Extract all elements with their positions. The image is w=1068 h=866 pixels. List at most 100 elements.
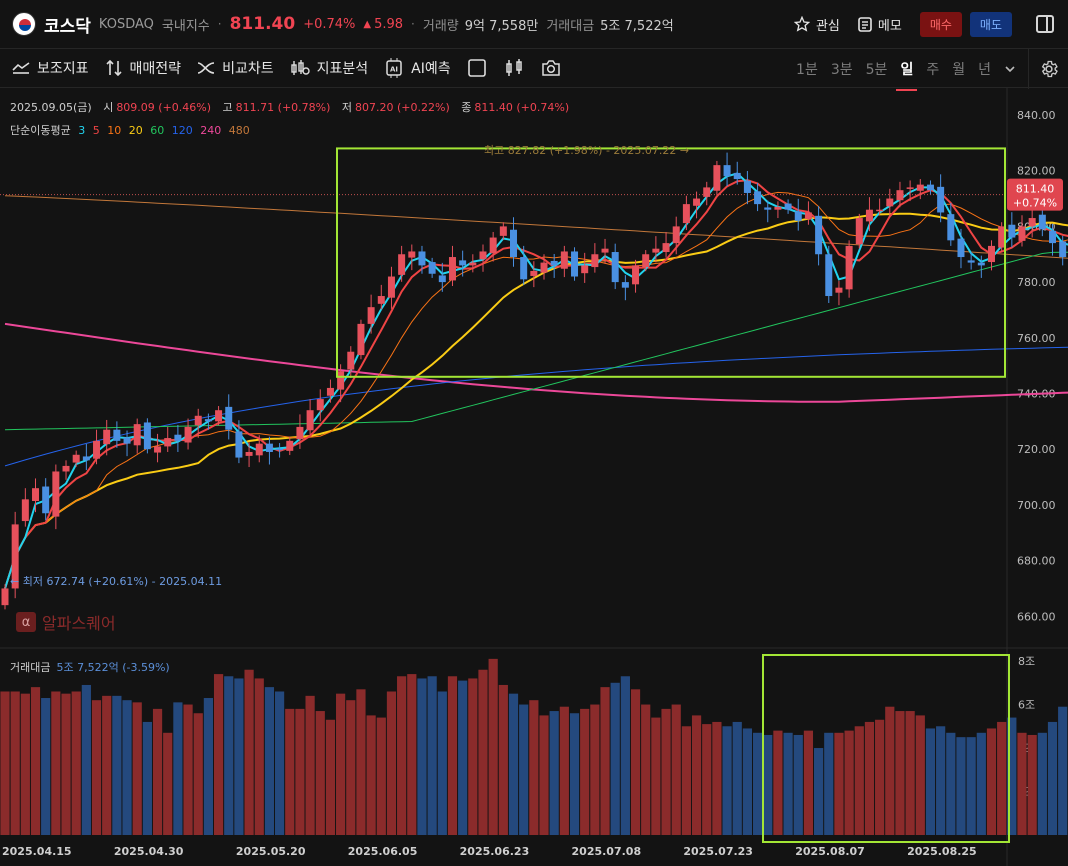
chart-type-square-button[interactable]: [467, 58, 487, 78]
date-axis-tick: 2025.04.15: [2, 845, 72, 858]
candle-body: [387, 276, 395, 298]
gear-icon: [1041, 60, 1058, 78]
period-1min[interactable]: 1분: [796, 62, 818, 78]
volume-bar: [986, 728, 997, 835]
ai-predict-tool-button[interactable]: AI AI예측: [384, 58, 451, 78]
volume-bar: [142, 721, 152, 835]
candle-body: [571, 251, 579, 277]
candle-body: [1028, 218, 1036, 227]
volume-bar: [519, 704, 529, 835]
volume-bar: [102, 695, 112, 835]
volume-value: 9억 7,558만: [464, 18, 539, 34]
ma-3-line: [4, 172, 1068, 589]
volume-bar: [590, 704, 600, 835]
candle-body: [1008, 224, 1016, 238]
analysis-tool-button[interactable]: 지표분석: [290, 58, 369, 78]
candles-analysis-icon: [290, 60, 310, 75]
candle-body: [174, 434, 182, 441]
volume-bar: [925, 728, 936, 835]
volume-bar: [305, 695, 315, 835]
volume-bar: [875, 719, 885, 835]
compare-tool-button[interactable]: 비교차트: [197, 58, 274, 78]
candle-body: [825, 254, 833, 297]
candle-body: [642, 254, 650, 268]
candle-body: [804, 212, 812, 220]
volume-bar: [488, 658, 498, 835]
volume-bar: [997, 721, 1007, 835]
volume-bar: [193, 713, 203, 835]
period-day[interactable]: 일: [896, 59, 918, 91]
candle-body: [855, 218, 863, 245]
period-month[interactable]: 월: [952, 62, 966, 78]
ma-period-60: 60: [150, 124, 165, 137]
ma-label: 단순이동평균: [10, 124, 71, 137]
price-axis-tick: 700.00: [1017, 499, 1056, 512]
indicator-tool-button[interactable]: 보조지표: [12, 58, 89, 78]
price-tag-box: [1007, 178, 1063, 211]
tool-label: 지표분석: [316, 61, 369, 77]
current-price: 811.40: [229, 14, 296, 34]
candle-body: [743, 180, 751, 193]
volume-bar: [600, 687, 610, 835]
watchlist-button[interactable]: 관심: [793, 15, 840, 34]
volume-bar: [498, 684, 508, 835]
screenshot-button[interactable]: [541, 59, 561, 77]
chevron-down-icon[interactable]: [1004, 63, 1016, 75]
candle-type-button[interactable]: [505, 58, 523, 78]
price-chart[interactable]: 840.00820.00800.00780.00760.00740.00720.…: [0, 88, 1068, 866]
candle-body: [845, 245, 853, 290]
candle-body: [428, 262, 436, 274]
candle-body: [479, 251, 487, 260]
ma-period-480: 480: [228, 124, 250, 137]
buy-button[interactable]: 매수: [919, 11, 962, 37]
candle-body: [1038, 214, 1046, 230]
sell-button[interactable]: 매도: [969, 11, 1012, 37]
close-label: 종: [461, 101, 472, 114]
ma-60-line: [4, 251, 1068, 431]
strategy-tool-button[interactable]: 매매전략: [105, 58, 181, 78]
candle-body: [1018, 226, 1026, 241]
ma-120-line: [4, 346, 1068, 467]
candle-body: [560, 251, 568, 269]
period-year[interactable]: 년: [978, 62, 991, 78]
high-value: 811.71 (+0.78%): [235, 101, 331, 114]
price-highlight-box: [336, 147, 1006, 378]
period-week[interactable]: 주: [926, 62, 940, 78]
strategy-icon: [105, 59, 122, 77]
price-axis-tick: 820.00: [1017, 165, 1056, 178]
side-panel-toggle-icon[interactable]: [1036, 15, 1054, 33]
candle-body: [21, 499, 29, 522]
volume-bar: [895, 711, 905, 835]
candle-body: [703, 187, 711, 197]
volume-bar: [0, 691, 10, 835]
open-value: 809.09 (+0.46%): [116, 101, 212, 114]
volume-bar: [437, 691, 447, 835]
volume-bar: [854, 726, 864, 835]
candle-body: [1059, 241, 1067, 258]
candle-body: [11, 524, 19, 589]
period-5min[interactable]: 5분: [865, 62, 888, 78]
settings-button[interactable]: [1028, 49, 1068, 89]
ma-legend[interactable]: 단순이동평균 3 5 10 20 60 120 240 480: [10, 122, 250, 138]
volume-bar: [549, 711, 559, 835]
price-axis-tick: 680.00: [1017, 555, 1056, 568]
date-axis-tick: 2025.08.25: [907, 845, 977, 858]
ma-period-5: 5: [92, 124, 100, 137]
amount-value: 5조 7,522억: [600, 18, 674, 34]
period-3min[interactable]: 3분: [830, 62, 853, 78]
candle-body: [693, 198, 701, 206]
open-label: 시: [103, 101, 114, 114]
candle-body: [601, 248, 609, 253]
volume-bar: [458, 680, 468, 835]
ma-5-line: [4, 179, 1068, 589]
volume-panel-value: 5조 7,522억 (-3.59%): [56, 661, 170, 674]
candle-body: [987, 245, 995, 263]
candle-body: [957, 238, 965, 258]
candle-body: [72, 454, 80, 463]
volume-bar: [407, 674, 417, 835]
memo-button[interactable]: 메모: [858, 15, 902, 34]
candlestick-icon: [505, 59, 522, 76]
candle-body: [357, 323, 365, 356]
candle-body: [835, 287, 843, 293]
memo-icon: [858, 17, 872, 32]
